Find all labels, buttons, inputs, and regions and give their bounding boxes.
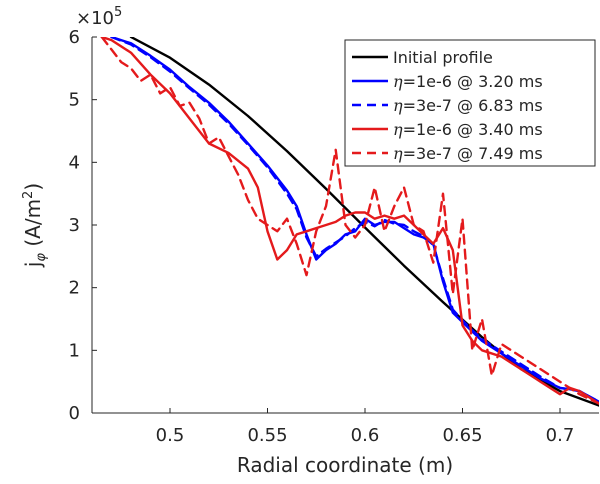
y-tick-label: 3 [69, 215, 80, 236]
legend-eq: = [403, 96, 416, 115]
x-axis-label: Radial coordinate (m) [237, 453, 453, 477]
legend-value: 3e-7 [416, 96, 452, 115]
x-tick-label: 0.65 [442, 425, 482, 446]
y-ticks: 0 1 2 3 4 5 6 [69, 27, 97, 424]
legend-time: @ 6.83 ms [457, 96, 543, 115]
x-tick-label: 0.55 [247, 425, 287, 446]
legend-label-1: η=1e-6 @ 3.20 ms [393, 72, 543, 91]
y-tick-label: 4 [69, 152, 80, 173]
legend-eq: = [403, 120, 416, 139]
y-label-unit-close: ) [21, 183, 45, 191]
legend-value: 1e-6 [416, 120, 452, 139]
legend-box [344, 39, 596, 167]
y-tick-label: 2 [69, 278, 80, 299]
y-tick-label: 6 [69, 27, 80, 48]
y-exponent-label: ×105 [76, 5, 122, 29]
legend-label-0: Initial profile [393, 48, 493, 67]
legend-time: @ 3.40 ms [457, 120, 543, 139]
legend-eta: η [393, 72, 403, 91]
y-label-unit-sup: 2 [21, 191, 36, 199]
legend-time: @ 7.49 ms [457, 144, 543, 163]
exponent-power: 5 [114, 5, 122, 20]
legend-eta: η [393, 96, 403, 115]
y-axis-label: jφ (A/m2) [21, 183, 49, 268]
y-label-unit-open: (A/m [21, 199, 45, 253]
x-ticks: 0.5 0.55 0.6 0.65 0.7 [156, 408, 575, 446]
legend-value: 3e-7 [416, 144, 452, 163]
y-tick-label: 1 [69, 340, 80, 361]
legend-eta: η [393, 144, 403, 163]
exponent-base: ×10 [76, 8, 114, 29]
legend-label-4: η=3e-7 @ 7.49 ms [393, 144, 543, 163]
y-tick-label: 0 [69, 403, 80, 424]
legend-value: 1e-6 [416, 72, 452, 91]
legend-eq: = [403, 144, 416, 163]
y-tick-label: 5 [69, 90, 80, 111]
legend-eta: η [393, 120, 403, 139]
x-tick-label: 0.6 [351, 425, 380, 446]
series-line-4 [100, 37, 599, 405]
legend-label-3: η=1e-6 @ 3.40 ms [393, 120, 543, 139]
legend-time: @ 3.20 ms [457, 72, 543, 91]
x-tick-label: 0.7 [546, 425, 575, 446]
y-label-main: j [21, 262, 45, 269]
series-line-3 [100, 37, 599, 405]
legend-label-2: η=3e-7 @ 6.83 ms [393, 96, 543, 115]
y-label-sub: φ [34, 253, 49, 262]
legend-name: Initial profile [393, 48, 493, 67]
series-layer [100, 37, 599, 407]
x-tick-label: 0.5 [156, 425, 185, 446]
legend-eq: = [403, 72, 416, 91]
